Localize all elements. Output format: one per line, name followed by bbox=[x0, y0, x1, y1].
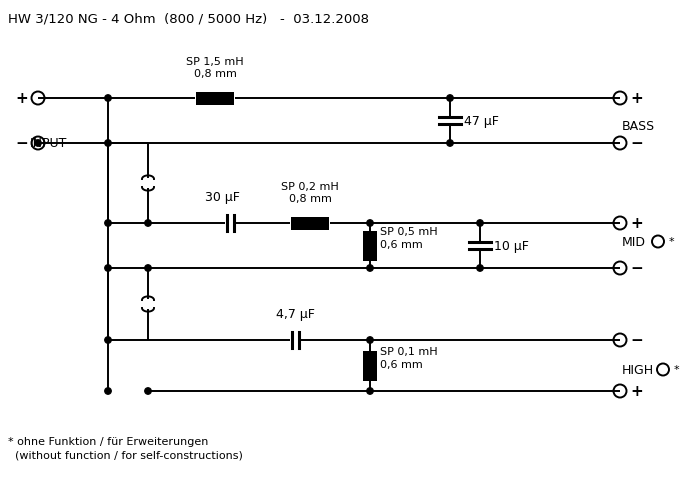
Bar bbox=[363, 351, 377, 381]
Circle shape bbox=[447, 96, 453, 102]
Circle shape bbox=[105, 337, 111, 344]
Circle shape bbox=[477, 265, 483, 272]
Text: (without function / for self-constructions): (without function / for self-constructio… bbox=[8, 450, 243, 460]
Circle shape bbox=[105, 96, 111, 102]
Text: +: + bbox=[15, 91, 28, 106]
Text: *: * bbox=[674, 365, 680, 375]
Text: +: + bbox=[630, 216, 643, 231]
Text: 30 µF: 30 µF bbox=[204, 191, 239, 203]
Text: INPUT: INPUT bbox=[30, 137, 67, 150]
Circle shape bbox=[105, 141, 111, 147]
Text: −: − bbox=[630, 261, 643, 276]
Text: 47 µF: 47 µF bbox=[464, 115, 499, 128]
Text: *: * bbox=[669, 237, 675, 247]
Text: −: − bbox=[15, 136, 28, 151]
Text: +: + bbox=[630, 384, 643, 399]
Text: SP 0,1 mH
0,6 mm: SP 0,1 mH 0,6 mm bbox=[380, 346, 438, 369]
Circle shape bbox=[367, 337, 373, 344]
Text: SP 0,2 mH
0,8 mm: SP 0,2 mH 0,8 mm bbox=[281, 181, 339, 203]
Text: MID: MID bbox=[622, 236, 646, 248]
Text: −: − bbox=[630, 333, 643, 348]
Circle shape bbox=[105, 221, 111, 227]
Text: SP 1,5 mH
0,8 mm: SP 1,5 mH 0,8 mm bbox=[186, 57, 244, 79]
Circle shape bbox=[145, 388, 151, 394]
Text: −: − bbox=[630, 136, 643, 151]
Circle shape bbox=[145, 221, 151, 227]
Circle shape bbox=[35, 141, 41, 147]
Circle shape bbox=[447, 141, 453, 147]
Text: 10 µF: 10 µF bbox=[494, 240, 529, 252]
Bar bbox=[291, 217, 329, 230]
Circle shape bbox=[145, 265, 151, 272]
Circle shape bbox=[367, 265, 373, 272]
Text: BASS: BASS bbox=[622, 120, 655, 133]
Text: +: + bbox=[630, 91, 643, 106]
Text: HIGH: HIGH bbox=[622, 363, 654, 376]
Circle shape bbox=[367, 221, 373, 227]
Text: * ohne Funktion / für Erweiterungen: * ohne Funktion / für Erweiterungen bbox=[8, 436, 209, 446]
Circle shape bbox=[105, 388, 111, 394]
Circle shape bbox=[105, 265, 111, 272]
Circle shape bbox=[477, 221, 483, 227]
Bar bbox=[196, 92, 234, 105]
Circle shape bbox=[367, 388, 373, 394]
Text: HW 3/120 NG - 4 Ohm  (800 / 5000 Hz)   -  03.12.2008: HW 3/120 NG - 4 Ohm (800 / 5000 Hz) - 03… bbox=[8, 13, 369, 26]
Text: SP 0,5 mH
0,6 mm: SP 0,5 mH 0,6 mm bbox=[380, 227, 438, 249]
Bar bbox=[363, 231, 377, 261]
Text: 4,7 µF: 4,7 µF bbox=[276, 307, 314, 320]
